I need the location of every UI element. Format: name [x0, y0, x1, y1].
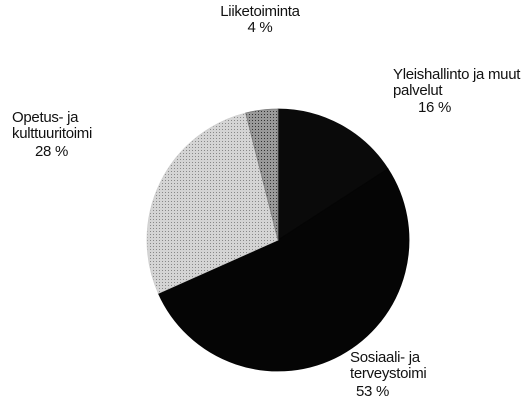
slice-value-label: 28 %: [35, 143, 68, 160]
slice-value-label: 4 %: [247, 19, 273, 36]
pie-slice: [157, 168, 410, 372]
slice-label: Opetus- ja kulttuuritoimi: [12, 109, 92, 142]
slice-value-label: 16 %: [418, 99, 451, 116]
slice-label: Sosiaali- ja terveystoimi: [350, 349, 427, 382]
pie-slice: [146, 112, 279, 294]
slice-value-label: 53 %: [356, 383, 389, 400]
slice-label: Liiketoiminta: [220, 3, 300, 20]
pie-slice: [245, 108, 279, 241]
pie-slice: [277, 108, 389, 241]
slice-label: Yleishallinto ja muut palvelut: [393, 66, 521, 99]
